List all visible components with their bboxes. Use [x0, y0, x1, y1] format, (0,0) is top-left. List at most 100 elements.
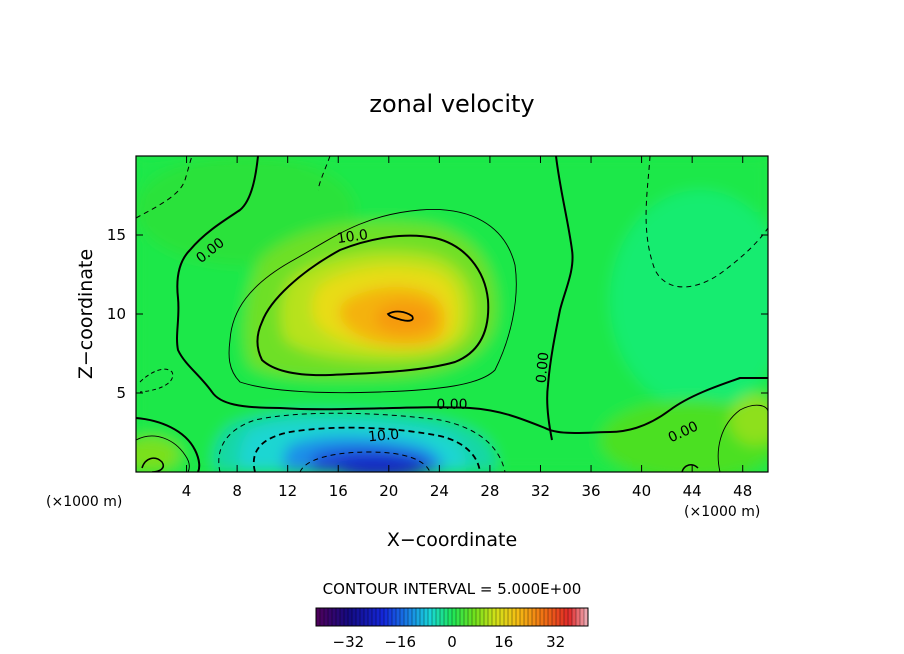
contour-zero-main [176, 156, 768, 434]
x-axis-title: X−coordinate [387, 529, 517, 551]
colorbar-segment [400, 608, 405, 626]
colorbar-segment [540, 608, 545, 626]
contour-thin-left-bottom [136, 435, 190, 472]
colorbar-segment [564, 608, 569, 626]
y-axis-title: Z−coordinate [75, 249, 97, 379]
contour-minus-fifteen [299, 451, 431, 472]
colorbar-segment [416, 608, 421, 626]
contour-label: 10.0 [367, 427, 399, 446]
colorbar-segment [508, 608, 513, 626]
colorbar-segment [352, 608, 357, 626]
colorbar-segment [364, 608, 369, 626]
colorbar-segment [568, 608, 573, 626]
contour-dashed-right-mid [317, 156, 331, 191]
x-tick-label: 44 [683, 482, 702, 500]
contour-five-right [717, 404, 768, 472]
colorbar-segment [488, 608, 493, 626]
contour-minus-five [218, 412, 506, 472]
colorbar-segment [328, 608, 333, 626]
contour-small-loop [141, 457, 164, 472]
contour-label: 0.00 [534, 351, 553, 383]
contour-fifteen-core [386, 310, 414, 322]
colorbar-segment [484, 608, 489, 626]
contour-interval-caption: CONTOUR INTERVAL = 5.000E+00 [323, 580, 582, 598]
x-tick-label: 24 [430, 482, 449, 500]
colorbar-segment [408, 608, 413, 626]
colorbar-segment [516, 608, 521, 626]
colorbar-segment [452, 608, 457, 626]
colorbar-segment [556, 608, 561, 626]
colorbar-segment [324, 608, 329, 626]
x-tick-label: 36 [581, 482, 600, 500]
contour-zero-left-bottom [136, 417, 201, 472]
contour-ten-jet [256, 234, 490, 377]
y-tick-label: 5 [116, 384, 126, 402]
x-tick-label: 8 [232, 482, 242, 500]
contour-dashed-left-small [139, 368, 174, 393]
colorbar-segment [560, 608, 565, 626]
colorbar-segment [320, 608, 325, 626]
colorbar-segment [576, 608, 581, 626]
colorbar-tick-label: 32 [546, 633, 565, 651]
colorbar-segment [436, 608, 441, 626]
colorbar-segment [464, 608, 469, 626]
colorbar-segment [480, 608, 485, 626]
colorbar-segment [444, 608, 449, 626]
x-tick-label: 16 [329, 482, 348, 500]
colorbar-segment [440, 608, 445, 626]
contour-lines [136, 156, 768, 472]
colorbar-segment [504, 608, 509, 626]
colorbar-segment [456, 608, 461, 626]
colorbar-segment [424, 608, 429, 626]
colorbar-segment [584, 608, 589, 626]
colorbar-segment [536, 608, 541, 626]
colorbar-segment [468, 608, 473, 626]
colorbar-segment [372, 608, 377, 626]
colorbar-segment [384, 608, 389, 626]
colorbar-segment [348, 608, 353, 626]
colorbar-segment [532, 608, 537, 626]
x-tick-label: 48 [733, 482, 752, 500]
colorbar-segment [412, 608, 417, 626]
colorbar-segment [432, 608, 437, 626]
colorbar-tick-label: −32 [333, 633, 365, 651]
colorbar-segment [528, 608, 533, 626]
colorbar-segment [572, 608, 577, 626]
colorbar-segment [512, 608, 517, 626]
contour-minus-ten [252, 426, 481, 472]
colorbar-segment [404, 608, 409, 626]
colorbar-segment [448, 608, 453, 626]
colorbar-segment [476, 608, 481, 626]
colorbar-segment [548, 608, 553, 626]
y-axis: 5 10 15 [107, 226, 768, 402]
x-tick-label: 20 [379, 482, 398, 500]
contour-label: 0.00 [436, 397, 467, 413]
colorbar-segment [388, 608, 393, 626]
colorbar: −32 −16 0 16 32 [315, 607, 589, 651]
colorbar-segment [420, 608, 425, 626]
colorbar-segment [428, 608, 433, 626]
colorbar-segment [360, 608, 365, 626]
colorbar-segment [332, 608, 337, 626]
colorbar-segment [496, 608, 501, 626]
x-tick-label: 28 [480, 482, 499, 500]
colorbar-segment [340, 608, 345, 626]
x-tick-label: 12 [278, 482, 297, 500]
colorbar-segment [336, 608, 341, 626]
colorbar-segment [392, 608, 397, 626]
colorbar-tick-label: 0 [447, 633, 457, 651]
y-tick-label: 15 [107, 226, 126, 244]
colorbar-segment [396, 608, 401, 626]
colorbar-segment [376, 608, 381, 626]
colorbar-frame [315, 607, 589, 627]
chart-title: zonal velocity [369, 90, 534, 118]
colorbar-segment [544, 608, 549, 626]
contour-five-jet [228, 209, 517, 394]
colorbar-segment [492, 608, 497, 626]
contour-zero-right [546, 156, 574, 441]
x-tick-label: 40 [632, 482, 651, 500]
colorbar-segment [524, 608, 529, 626]
contour-small-right [681, 464, 699, 472]
colorbar-segment [344, 608, 349, 626]
